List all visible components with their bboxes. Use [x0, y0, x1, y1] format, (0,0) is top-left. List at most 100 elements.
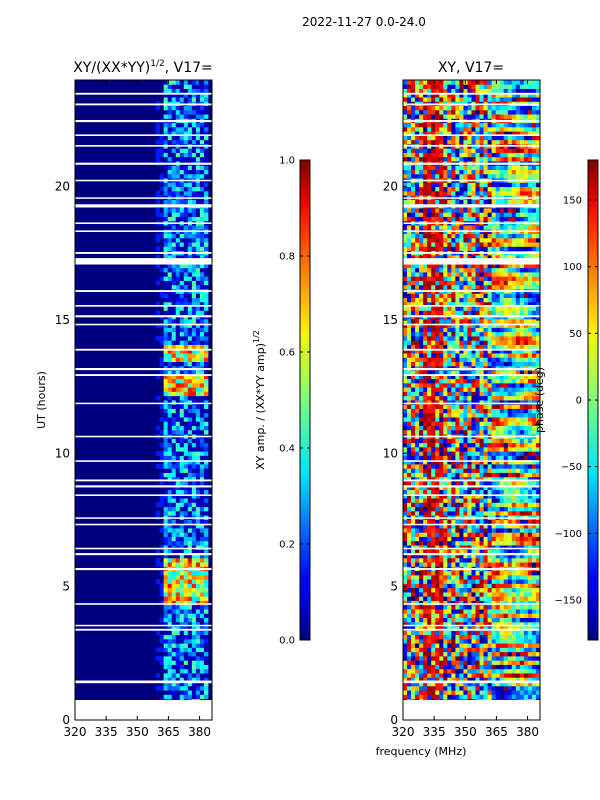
heatmap-cell: [523, 528, 529, 533]
heatmap-cell: [159, 135, 165, 141]
heatmap-cell: [519, 459, 525, 465]
heatmap-cell: [471, 553, 476, 559]
heatmap-cell: [455, 412, 460, 418]
heatmap-cell: [499, 553, 505, 559]
heatmap-cell: [419, 451, 424, 456]
heatmap-cell: [423, 361, 428, 367]
heatmap-cell: [199, 562, 205, 567]
heatmap-cell: [163, 267, 169, 273]
heatmap-cell: [495, 395, 501, 401]
heatmap-cell: [411, 694, 416, 700]
heatmap-cell: [479, 660, 484, 665]
heatmap-cell: [183, 152, 189, 158]
heatmap-cell: [187, 455, 193, 461]
heatmap-cell: [191, 596, 197, 601]
heatmap-cell: [411, 536, 416, 542]
heatmap-cell: [435, 664, 440, 670]
heatmap-cell: [403, 685, 408, 691]
heatmap-cell: [415, 459, 420, 465]
heatmap-cell: [523, 510, 529, 516]
heatmap-cell: [415, 596, 420, 601]
heatmap-cell: [203, 519, 209, 525]
heatmap-cell: [471, 621, 476, 627]
heatmap-cell: [175, 233, 181, 239]
heatmap-cell: [511, 694, 517, 700]
heatmap-cell: [411, 331, 416, 337]
heatmap-cell: [411, 574, 416, 580]
heatmap-cell: [483, 489, 489, 495]
heatmap-cell: [467, 370, 472, 375]
heatmap-cell: [455, 323, 460, 328]
heatmap-cell: [171, 498, 177, 503]
heatmap-cell: [415, 694, 420, 700]
heatmap-cell: [195, 387, 201, 392]
heatmap-cell: [435, 592, 440, 597]
heatmap-cell: [523, 348, 529, 354]
heatmap-cell: [171, 609, 177, 614]
heatmap-cell: [167, 506, 173, 512]
heatmap-cell: [403, 425, 408, 431]
heatmap-cell: [451, 361, 456, 367]
heatmap-cell: [179, 498, 185, 503]
heatmap-cell: [483, 668, 489, 674]
heatmap-cell: [475, 481, 480, 486]
heatmap-cell: [419, 498, 424, 503]
heatmap-cell: [167, 613, 173, 618]
heatmap-cell: [199, 677, 205, 682]
heatmap-cell: [419, 609, 424, 614]
heatmap-cell: [403, 604, 408, 610]
heatmap-cell: [451, 378, 456, 384]
heatmap-cell: [439, 574, 444, 580]
heatmap-cell: [479, 532, 484, 537]
heatmap-cell: [471, 464, 476, 469]
heatmap-cell: [191, 408, 197, 414]
heatmap-cell: [403, 557, 408, 563]
heatmap-cell: [167, 442, 173, 448]
heatmap-cell: [163, 664, 169, 670]
heatmap-cell: [475, 489, 480, 495]
heatmap-cell: [403, 370, 408, 375]
heatmap-cell: [531, 506, 537, 512]
heatmap-cell: [163, 574, 169, 580]
heatmap-cell: [467, 468, 472, 473]
heatmap-cell: [467, 532, 472, 537]
heatmap-cell: [435, 523, 440, 529]
heatmap-cell: [179, 690, 185, 695]
heatmap-cell: [531, 459, 537, 465]
heatmap-cell: [407, 647, 412, 653]
heatmap-cell: [511, 395, 517, 401]
heatmap-cell: [171, 664, 177, 670]
heatmap-cell: [195, 254, 201, 260]
heatmap-cell: [195, 109, 201, 115]
heatmap-cell: [191, 417, 197, 422]
heatmap-cell: [411, 400, 416, 405]
heatmap-cell: [451, 493, 456, 499]
heatmap-cell: [403, 528, 408, 533]
heatmap-cell: [499, 536, 505, 542]
heatmap-cell: [431, 348, 436, 354]
heatmap-cell: [427, 519, 432, 525]
heatmap-cell: [499, 596, 505, 601]
heatmap-cell: [459, 583, 464, 589]
heatmap-cell: [499, 647, 505, 653]
heatmap-cell: [171, 638, 177, 644]
heatmap-cell: [187, 182, 193, 188]
heatmap-cell: [403, 502, 408, 508]
heatmap-cell: [191, 84, 197, 89]
heatmap-cell: [159, 340, 165, 345]
heatmap-cell: [427, 442, 432, 448]
heatmap-cell: [519, 677, 525, 682]
heatmap-cell: [487, 476, 493, 482]
heatmap-cell: [535, 408, 540, 414]
heatmap-cell: [175, 459, 181, 465]
heatmap-cell: [527, 446, 533, 452]
heatmap-cell: [523, 664, 529, 670]
heatmap-cell: [443, 553, 448, 559]
heatmap-cell: [491, 382, 497, 388]
heatmap-cell: [163, 421, 169, 426]
heatmap-cell: [459, 468, 464, 473]
heatmap-cell: [179, 348, 185, 354]
heatmap-cell: [191, 344, 197, 350]
heatmap-cell: [523, 668, 529, 674]
heatmap-cell: [175, 592, 181, 597]
